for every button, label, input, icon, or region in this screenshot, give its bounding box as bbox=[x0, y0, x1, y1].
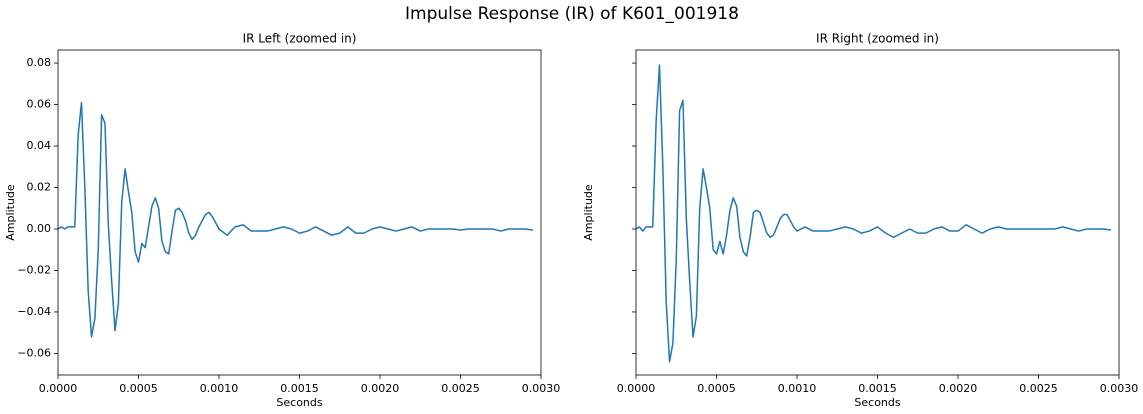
axes-frame bbox=[57, 49, 542, 376]
x-tick-label: 0.0025 bbox=[441, 382, 480, 395]
y-axis-label: Amplitude bbox=[582, 184, 595, 241]
x-tick-label: 0.0005 bbox=[119, 382, 158, 395]
y-tick-label: 0.02 bbox=[27, 181, 52, 194]
x-tick-label: 0.0010 bbox=[200, 382, 239, 395]
ir-line bbox=[636, 64, 1112, 363]
x-tick-label: 0.0010 bbox=[778, 382, 817, 395]
y-tick-label: −0.04 bbox=[17, 305, 51, 318]
y-tick-label: 0.00 bbox=[27, 222, 52, 235]
x-tick-label: 0.0030 bbox=[1100, 382, 1139, 395]
x-tick-label: 0.0025 bbox=[1019, 382, 1058, 395]
axes-frame bbox=[635, 49, 1120, 376]
x-tick-label: 0.0000 bbox=[39, 382, 78, 395]
x-axis-label: Seconds bbox=[854, 396, 900, 409]
y-tick-label: 0.08 bbox=[27, 56, 52, 69]
x-tick-label: 0.0020 bbox=[939, 382, 978, 395]
y-tick-label: −0.02 bbox=[17, 263, 51, 276]
y-tick-label: −0.06 bbox=[17, 346, 51, 359]
axes-title: IR Left (zoomed in) bbox=[243, 32, 357, 46]
x-tick-label: 0.0030 bbox=[522, 382, 561, 395]
ir-line bbox=[58, 101, 534, 338]
x-tick-label: 0.0020 bbox=[361, 382, 400, 395]
figure-title: Impulse Response (IR) of K601_001918 bbox=[405, 4, 739, 24]
x-tick-label: 0.0005 bbox=[697, 382, 736, 395]
y-tick-label: 0.06 bbox=[27, 98, 52, 111]
y-axis-label: Amplitude bbox=[4, 184, 17, 241]
x-tick-label: 0.0000 bbox=[617, 382, 656, 395]
axes-title: IR Right (zoomed in) bbox=[816, 32, 939, 46]
y-tick-label: 0.04 bbox=[27, 139, 52, 152]
x-tick-label: 0.0015 bbox=[858, 382, 897, 395]
x-tick-label: 0.0015 bbox=[280, 382, 319, 395]
x-axis-label: Seconds bbox=[276, 396, 322, 409]
